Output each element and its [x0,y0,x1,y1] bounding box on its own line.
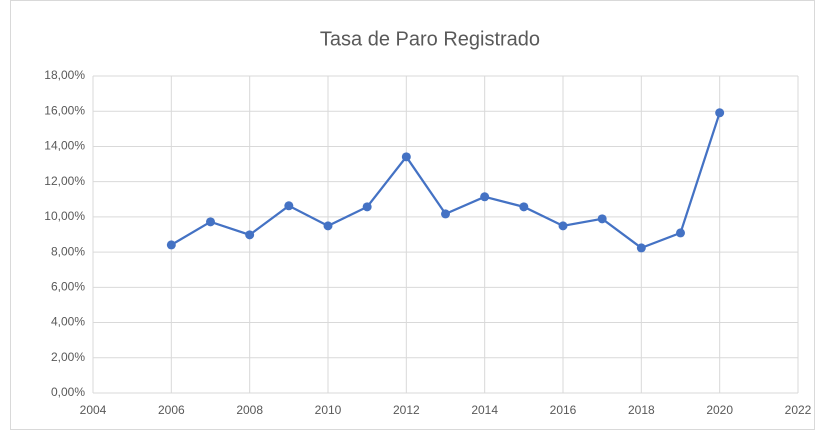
data-point [715,108,725,118]
data-point [676,228,685,238]
y-tick-label: 16,00% [44,103,85,117]
chart-title: Tasa de Paro Registrado [320,28,540,50]
x-tick-label: 2006 [158,403,185,417]
data-point [636,243,646,253]
x-tick-label: 2008 [236,403,263,417]
data-point [323,221,333,231]
y-tick-label: 12,00% [44,174,85,188]
y-tick-label: 0,00% [51,385,85,399]
x-tick-label: 2020 [706,403,733,417]
data-point [206,217,215,227]
chart-frame [10,0,815,430]
x-tick-label: 2022 [785,403,812,417]
y-tick-label: 2,00% [51,350,85,364]
y-tick-label: 14,00% [44,139,85,153]
y-tick-label: 10,00% [44,209,85,223]
x-tick-label: 2014 [471,403,498,417]
x-tick-label: 2012 [393,403,420,417]
y-tick-label: 18,00% [44,68,85,82]
x-tick-label: 2010 [315,403,342,417]
data-point [441,209,450,219]
data-point [166,240,176,250]
x-tick-label: 2004 [80,403,107,417]
data-point [519,202,529,212]
data-point [362,202,372,212]
y-tick-label: 4,00% [51,315,85,329]
x-tick-label: 2018 [628,403,655,417]
data-point [284,201,294,211]
y-tick-label: 8,00% [51,244,85,258]
data-point [597,214,607,224]
data-point [558,221,568,231]
data-point [401,152,411,162]
data-point [480,192,490,202]
x-tick-label: 2016 [550,403,577,417]
y-tick-label: 6,00% [51,280,85,294]
data-point [245,230,255,240]
